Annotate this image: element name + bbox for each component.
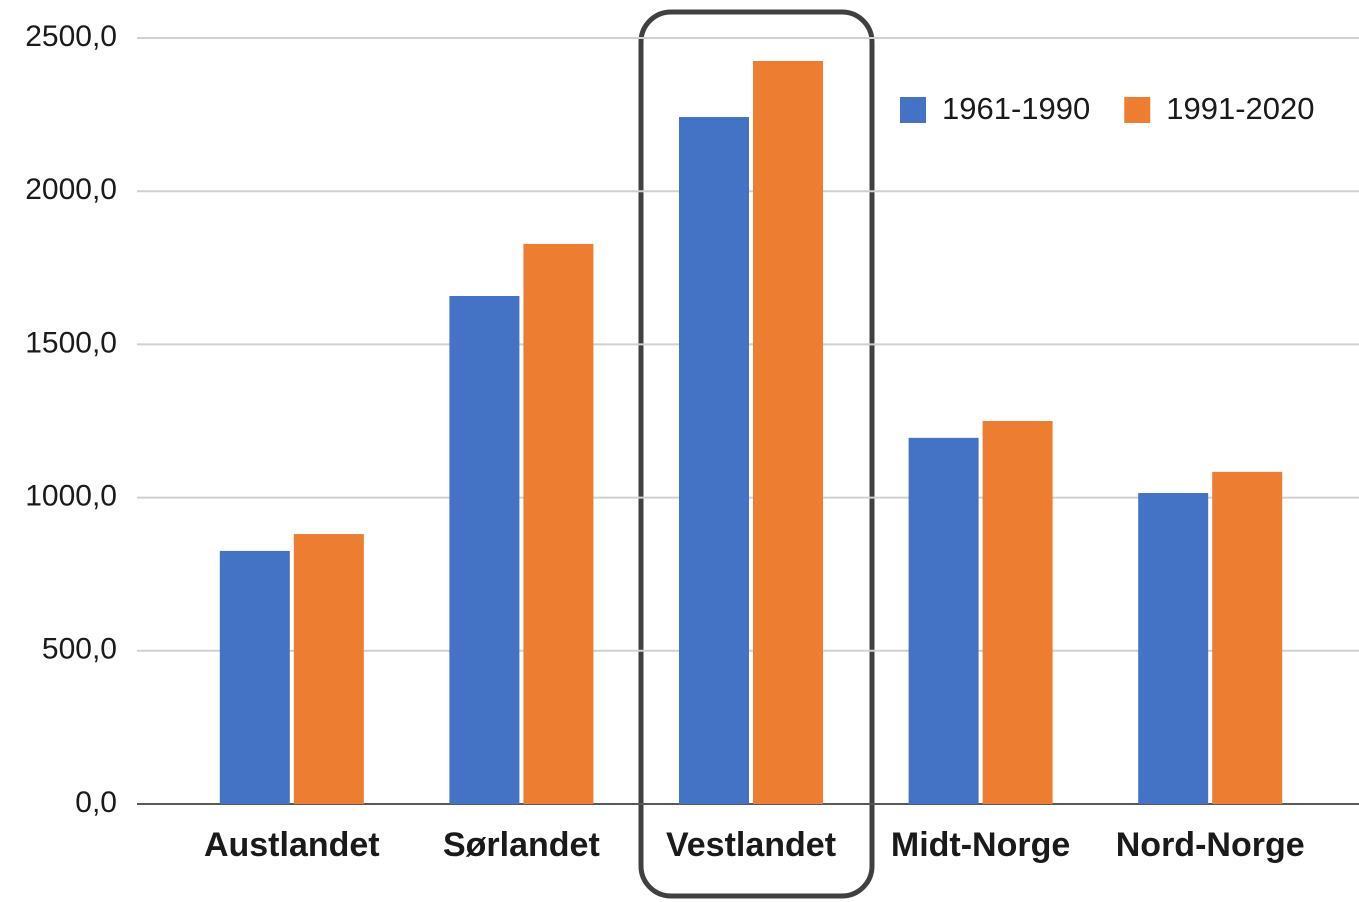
y-tick-label: 0,0	[75, 786, 117, 819]
y-tick-label: 2000,0	[25, 173, 117, 206]
bar	[679, 117, 749, 804]
legend-swatch	[1124, 97, 1151, 123]
x-tick-label: Austlandet	[204, 826, 380, 864]
x-tick-label: Vestlandet	[666, 826, 836, 864]
legend-label: 1991-2020	[1166, 91, 1314, 126]
legend-label: 1961-1990	[942, 91, 1090, 126]
bar	[293, 534, 364, 804]
x-tick-label: Nord-Norge	[1116, 826, 1305, 864]
bar	[753, 60, 823, 805]
bar	[1212, 471, 1283, 804]
bar	[908, 437, 979, 804]
x-tick-label: Midt-Norge	[891, 826, 1070, 864]
x-tick-label: Sørlandet	[443, 826, 600, 864]
bar	[1138, 493, 1209, 804]
y-tick-label: 2500,0	[25, 20, 117, 53]
legend-swatch	[900, 97, 926, 123]
y-tick-label: 1500,0	[25, 326, 117, 359]
y-tick-label: 1000,0	[25, 480, 117, 513]
y-tick-label: 500,0	[42, 633, 117, 666]
highlight-box	[638, 9, 875, 899]
bar	[982, 421, 1053, 804]
bar	[449, 295, 520, 804]
bar	[523, 243, 594, 804]
bar	[219, 550, 290, 804]
